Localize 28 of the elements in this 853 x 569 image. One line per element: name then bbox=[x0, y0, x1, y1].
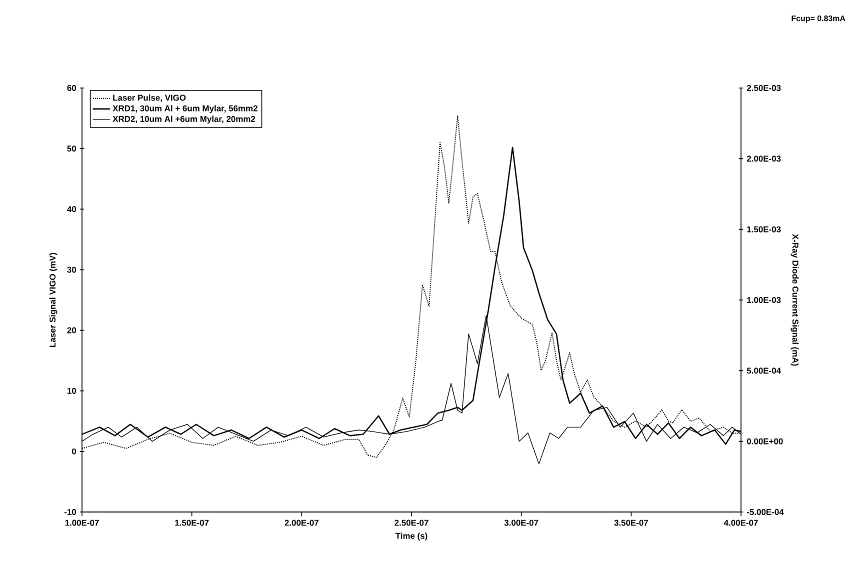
y-axis-title: Laser Signal VIGO (mV) bbox=[49, 252, 58, 347]
legend-label: XRD1, 30um Al + 6um Mylar, 56mm2 bbox=[112, 105, 258, 114]
legend-label: XRD2, 10um Al +6um Mylar, 20mm2 bbox=[112, 116, 256, 124]
x-axis-title: Time (s) bbox=[395, 532, 428, 541]
y2-tick-label: 1.00E-03 bbox=[747, 297, 781, 303]
y2-axis-title: X-Ray Diode Current Signal (mA) bbox=[790, 234, 799, 366]
y2-tick-label: 5.00E-04 bbox=[746, 368, 781, 374]
x-tick-label: 3.00E-07 bbox=[504, 520, 538, 526]
y-tick-label: 40 bbox=[67, 206, 76, 212]
x-tick-label: 2.50E-07 bbox=[394, 520, 428, 526]
y-tick-label: 20 bbox=[67, 327, 76, 334]
y2-tick-label: 1.50E-03 bbox=[747, 226, 781, 232]
y-tick-label: 50 bbox=[67, 146, 76, 152]
x-tick-label: 3.50E-07 bbox=[614, 520, 648, 526]
y-tick-label: 10 bbox=[67, 388, 76, 394]
x-tick-label: 1.00E-07 bbox=[65, 520, 99, 526]
y-tick-label: 60 bbox=[67, 85, 76, 91]
x-tick-label: 4.00E-07 bbox=[724, 520, 758, 526]
y-tick-label: 30 bbox=[67, 266, 76, 273]
y-tick-label: -10 bbox=[64, 509, 76, 515]
x-tick-label: 2.00E-07 bbox=[284, 520, 318, 526]
y2-tick-label: -5.00E-04 bbox=[746, 509, 784, 515]
x-tick-label: 1.50E-07 bbox=[175, 520, 209, 526]
y-tick-label: 0 bbox=[72, 448, 76, 454]
y2-tick-label: 2.00E-03 bbox=[746, 156, 781, 162]
y2-tick-label: 2.50E-03 bbox=[746, 85, 781, 91]
legend-label: Laser Pulse, VIGO bbox=[113, 94, 186, 102]
y2-tick-label: 0.00E+00 bbox=[746, 438, 783, 444]
